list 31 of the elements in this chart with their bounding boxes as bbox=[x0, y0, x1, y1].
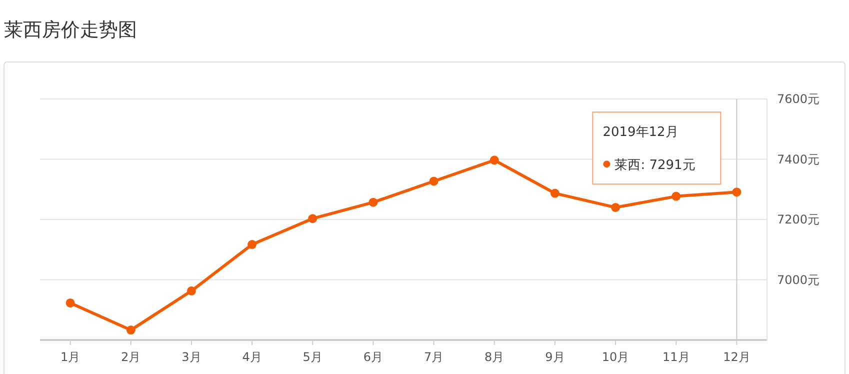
point bbox=[126, 326, 136, 335]
point bbox=[550, 188, 560, 198]
point bbox=[429, 176, 438, 186]
x-tick-label: 3月 bbox=[182, 350, 202, 364]
x-tick-label: 7月 bbox=[424, 350, 444, 364]
annotation: 2019年12月 bbox=[602, 125, 678, 140]
x-tick-label: 12月 bbox=[723, 350, 750, 364]
x-tick-label: 11月 bbox=[662, 350, 690, 364]
x-tick-label: 5月 bbox=[302, 350, 322, 364]
x-tick-label: 2月 bbox=[121, 350, 141, 364]
annotation: 莱西: 7291元 bbox=[614, 158, 696, 174]
point bbox=[186, 286, 196, 296]
point bbox=[248, 240, 257, 250]
point bbox=[672, 192, 681, 201]
x-tick-label: 9月 bbox=[545, 350, 565, 364]
chart-title: 莱西房价走势图 bbox=[4, 19, 137, 41]
point bbox=[308, 214, 318, 224]
x-tick-label: 8月 bbox=[484, 350, 504, 364]
y-tick-label: 7400元 bbox=[777, 152, 820, 166]
y-tick-label: 7200元 bbox=[777, 212, 820, 226]
x-tick-label: 1月 bbox=[60, 350, 80, 364]
y-tick-label: 7600元 bbox=[777, 92, 820, 106]
x-tick-label: 6月 bbox=[363, 350, 384, 364]
x-tick-label: 4月 bbox=[242, 350, 262, 364]
point bbox=[732, 188, 742, 197]
y-tick-label: 7000元 bbox=[777, 272, 820, 287]
point bbox=[368, 198, 378, 207]
point bbox=[490, 156, 499, 165]
point bbox=[66, 298, 75, 308]
x-tick-label: 10月 bbox=[602, 350, 630, 364]
point bbox=[611, 202, 620, 212]
